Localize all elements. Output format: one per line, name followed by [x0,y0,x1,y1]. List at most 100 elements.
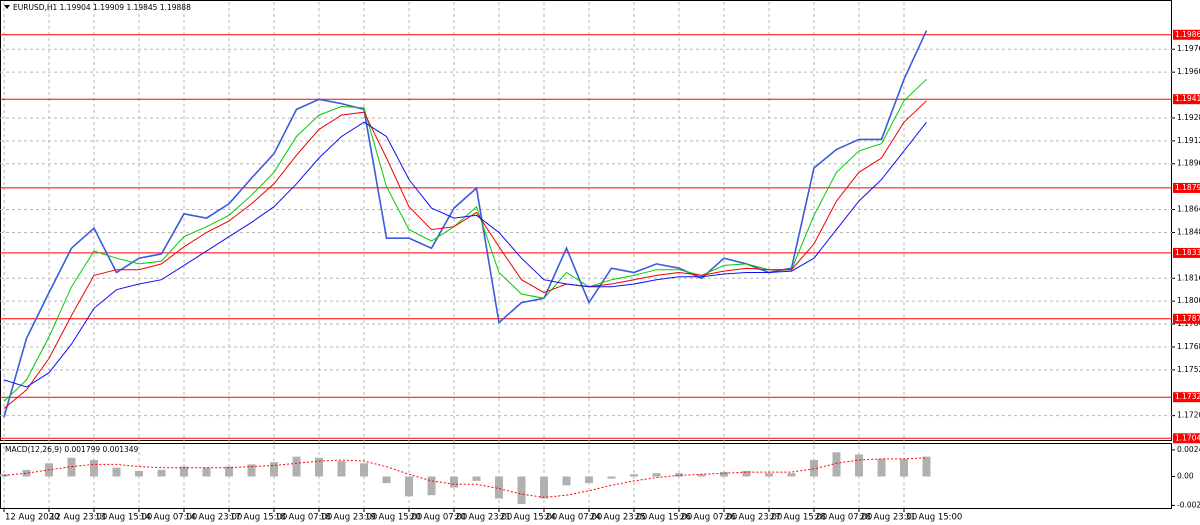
bar [112,467,121,477]
level-label-box [1173,182,1200,193]
y-tick-label: 1.19120 [1177,136,1200,145]
x-tick-label: 28 Aug 07:00 [815,513,872,523]
x-tick-label: 28 Aug 23:00 [860,513,917,523]
x-tick-label: 20 Aug 23:00 [455,513,512,523]
bar [382,476,391,484]
series-line [3,100,927,409]
y-tick-label: 1.19600 [1177,67,1200,76]
level-label-box [1173,392,1200,403]
bar [922,456,931,477]
y-tick-label: 1.18480 [1177,227,1200,236]
bar [135,470,143,477]
x-tick-label: 24 Aug 07:00 [545,513,602,523]
y-tick-label: 1.17200 [1177,411,1200,420]
bar [315,457,323,477]
level-label: 1.17877 [1175,314,1200,323]
x-tick-label: 31 Aug 15:00 [905,513,962,523]
bar [22,469,31,477]
y-tick-label: 1.17680 [1177,342,1200,351]
bar [450,476,458,488]
bar [855,454,863,477]
bar [405,476,413,497]
level-label-box [1173,247,1200,258]
bar [180,466,188,477]
series-line [3,457,927,498]
y-tick-label: 1.18640 [1177,205,1200,214]
level-label-box [1173,94,1200,105]
bar [247,464,256,477]
y-tick-label: 1.19760 [1177,44,1200,53]
bar [270,462,278,477]
y-tick-label: -0.00262 [1177,500,1200,509]
x-tick-label: 12 Aug 2020 [5,513,59,523]
x-tick-label: 14 Aug 07:00 [140,513,197,523]
y-tick-label: 1.18000 [1177,296,1200,305]
y-tick-label: 0.002415 [1177,445,1200,454]
x-tick-label: 21 Aug 15:00 [500,513,557,523]
level-label: 1.17042 [1175,433,1200,442]
x-tick-label: 27 Aug 15:00 [770,513,827,523]
bar [540,476,548,499]
bar [202,467,211,477]
bar [225,466,233,477]
series-line [3,121,927,388]
bar [337,461,346,477]
bar [562,476,571,486]
pane-title: EURUSD,H1 1.19904 1.19909 1.19845 1.1988… [13,3,191,12]
bar [427,476,436,496]
bar [517,476,526,505]
x-tick-label: 26 Aug 23:00 [725,513,782,523]
bar [292,456,301,477]
bar [720,472,728,477]
bar [652,473,661,477]
y-tick-label: 1.18160 [1177,273,1200,282]
x-tick-label: 14 Aug 23:00 [185,513,242,523]
y-tick-label: 1.18960 [1177,159,1200,168]
pane-title: MACD(12,26,9) 0.001799 0.001349 [5,445,139,454]
level-label-box [1173,313,1200,324]
menu-arrow[interactable] [4,5,10,9]
x-tick-label: 26 Aug 07:00 [680,513,737,523]
main-pane [0,0,1172,441]
bar [67,457,76,477]
bar [630,474,638,477]
bar [877,458,886,477]
macd-pane [0,443,1172,509]
bar [495,476,503,499]
level-label: 1.18337 [1175,248,1200,257]
bar [90,459,98,477]
y-tick-label: 1.19280 [1177,113,1200,122]
x-tick-label: 13 Aug 15:00 [95,513,152,523]
x-tick-label: 18 Aug 07:00 [275,513,332,523]
x-tick-label: 20 Aug 07:00 [410,513,467,523]
y-tick-label: 1.17520 [1177,365,1200,374]
level-label-box [1173,433,1200,444]
bar [697,474,706,477]
bar [810,459,818,477]
bar [787,473,796,477]
bar [675,473,683,477]
x-tick-label: 18 Aug 23:00 [320,513,377,523]
y-tick-label: 0.00 [1177,471,1194,480]
bar [900,458,908,477]
x-tick-label: 17 Aug 15:00 [230,513,287,523]
bar [607,476,616,479]
x-tick-label: 19 Aug 15:00 [365,513,422,523]
bar [360,463,368,477]
bar [765,473,773,477]
bar [742,470,751,477]
series-line [3,30,928,418]
level-label: 1.17329 [1175,392,1200,401]
bar [832,452,841,477]
series-line [3,78,927,402]
x-tick-label: 25 Aug 15:00 [635,513,692,523]
x-tick-label: 12 Aug 23:00 [50,513,107,523]
x-tick-label: 24 Aug 23:00 [590,513,647,523]
bar [585,476,593,484]
bar [157,469,166,477]
level-label-box [1173,29,1200,40]
